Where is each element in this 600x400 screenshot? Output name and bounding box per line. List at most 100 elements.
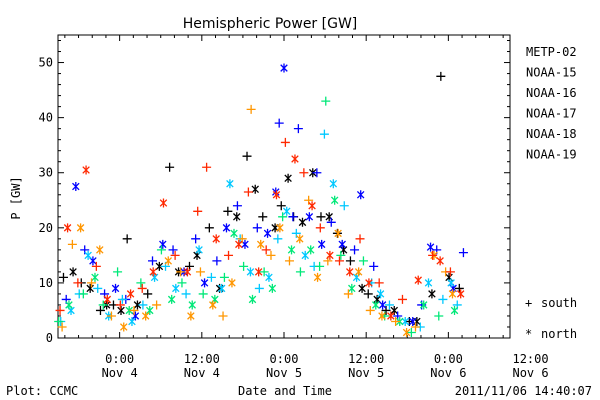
plot-timestamp: 2011/11/06 14:40:07 [454, 384, 592, 398]
south-marker [98, 300, 108, 310]
south-marker [339, 201, 349, 211]
south-marker [93, 283, 103, 293]
x-tick-time-label: 0:00 [270, 352, 299, 366]
symbol-legend-marker: + [525, 296, 532, 310]
south-marker [454, 283, 464, 293]
north-marker [419, 300, 428, 310]
north-marker [209, 300, 217, 310]
north-marker [428, 289, 436, 299]
south-marker [278, 212, 288, 222]
south-marker [204, 223, 214, 233]
north-marker [345, 267, 354, 277]
south-marker [391, 316, 401, 326]
symbol-legend-label: south [541, 296, 577, 310]
north-marker [86, 283, 94, 293]
south-marker [193, 206, 203, 216]
south-marker [312, 168, 322, 178]
south-marker [406, 327, 416, 337]
south-marker [136, 278, 146, 288]
south-marker [397, 294, 407, 304]
north-marker [188, 300, 196, 310]
south-marker [95, 305, 105, 315]
legend-entry: NOAA-15 [526, 66, 577, 80]
legend: METP-02 NOAA-15 NOAA-16 NOAA-17 NOAA-18 NOAA-… [525, 45, 577, 341]
south-marker [78, 289, 88, 299]
south-marker [87, 278, 97, 288]
north-marker [91, 272, 99, 282]
north-marker [84, 250, 92, 260]
y-axis-label: P [GW] [9, 176, 23, 219]
north-marker [200, 278, 209, 288]
x-tick-date-label: Nov 5 [266, 366, 302, 380]
x-tick-time-label: 12:00 [348, 352, 384, 366]
north-marker [280, 63, 288, 73]
north-marker [354, 267, 363, 277]
north-marker [268, 283, 277, 293]
north-marker [228, 278, 236, 288]
north-marker [378, 300, 387, 310]
north-marker [424, 278, 433, 288]
north-marker [401, 316, 409, 326]
south-marker [212, 256, 222, 266]
south-marker [258, 212, 268, 222]
south-marker [129, 305, 139, 315]
south-marker [336, 250, 346, 260]
south-marker [288, 212, 298, 222]
north-marker [96, 245, 104, 255]
north-marker [402, 327, 411, 337]
north-marker [291, 154, 299, 164]
south-marker [195, 267, 205, 277]
north-marker [256, 239, 265, 249]
north-marker [248, 294, 257, 304]
series-noaa-18 [57, 104, 457, 337]
south-marker [273, 234, 283, 244]
south-marker [266, 250, 276, 260]
plot-credit: Plot: CCMC [6, 384, 79, 398]
north-marker [159, 198, 168, 208]
south-marker [293, 124, 303, 134]
legend-entry: NOAA-17 [526, 107, 577, 121]
south-marker [148, 256, 158, 266]
north-marker [329, 179, 338, 189]
south-marker [350, 245, 360, 255]
x-axis-label: Date and Time [238, 384, 332, 398]
legend-entry: NOAA-18 [526, 127, 577, 141]
north-marker [117, 305, 125, 315]
south-marker [417, 300, 427, 310]
north-marker [131, 311, 140, 321]
north-marker [376, 289, 385, 299]
south-marker [122, 234, 132, 244]
series-noaa-17 [54, 96, 459, 337]
north-marker [69, 267, 77, 277]
north-marker [265, 272, 273, 282]
data-points [54, 63, 468, 337]
south-marker [223, 206, 233, 216]
x-tick-date-label: Nov 4 [184, 366, 220, 380]
south-marker [156, 245, 166, 255]
x-tick-time-label: 12:00 [512, 352, 548, 366]
north-marker [254, 267, 263, 277]
x-tick-date-label: Nov 5 [348, 366, 384, 380]
north-marker [141, 311, 150, 321]
north-marker [133, 300, 142, 310]
north-marker [308, 201, 316, 211]
north-marker [348, 283, 356, 293]
symbol-legend-marker: * [525, 327, 532, 341]
south-marker [218, 311, 228, 321]
south-marker [295, 267, 305, 277]
north-marker [450, 305, 459, 315]
north-marker [149, 267, 157, 277]
north-marker [65, 300, 73, 310]
north-marker [298, 217, 307, 227]
north-marker [212, 234, 220, 244]
south-marker [316, 212, 326, 222]
y-tick-label: 40 [39, 111, 53, 125]
south-marker [54, 316, 64, 326]
series-noaa-19 [55, 137, 465, 321]
south-marker [384, 300, 394, 310]
south-marker [445, 267, 455, 277]
south-marker [252, 223, 262, 233]
north-marker [372, 300, 380, 310]
